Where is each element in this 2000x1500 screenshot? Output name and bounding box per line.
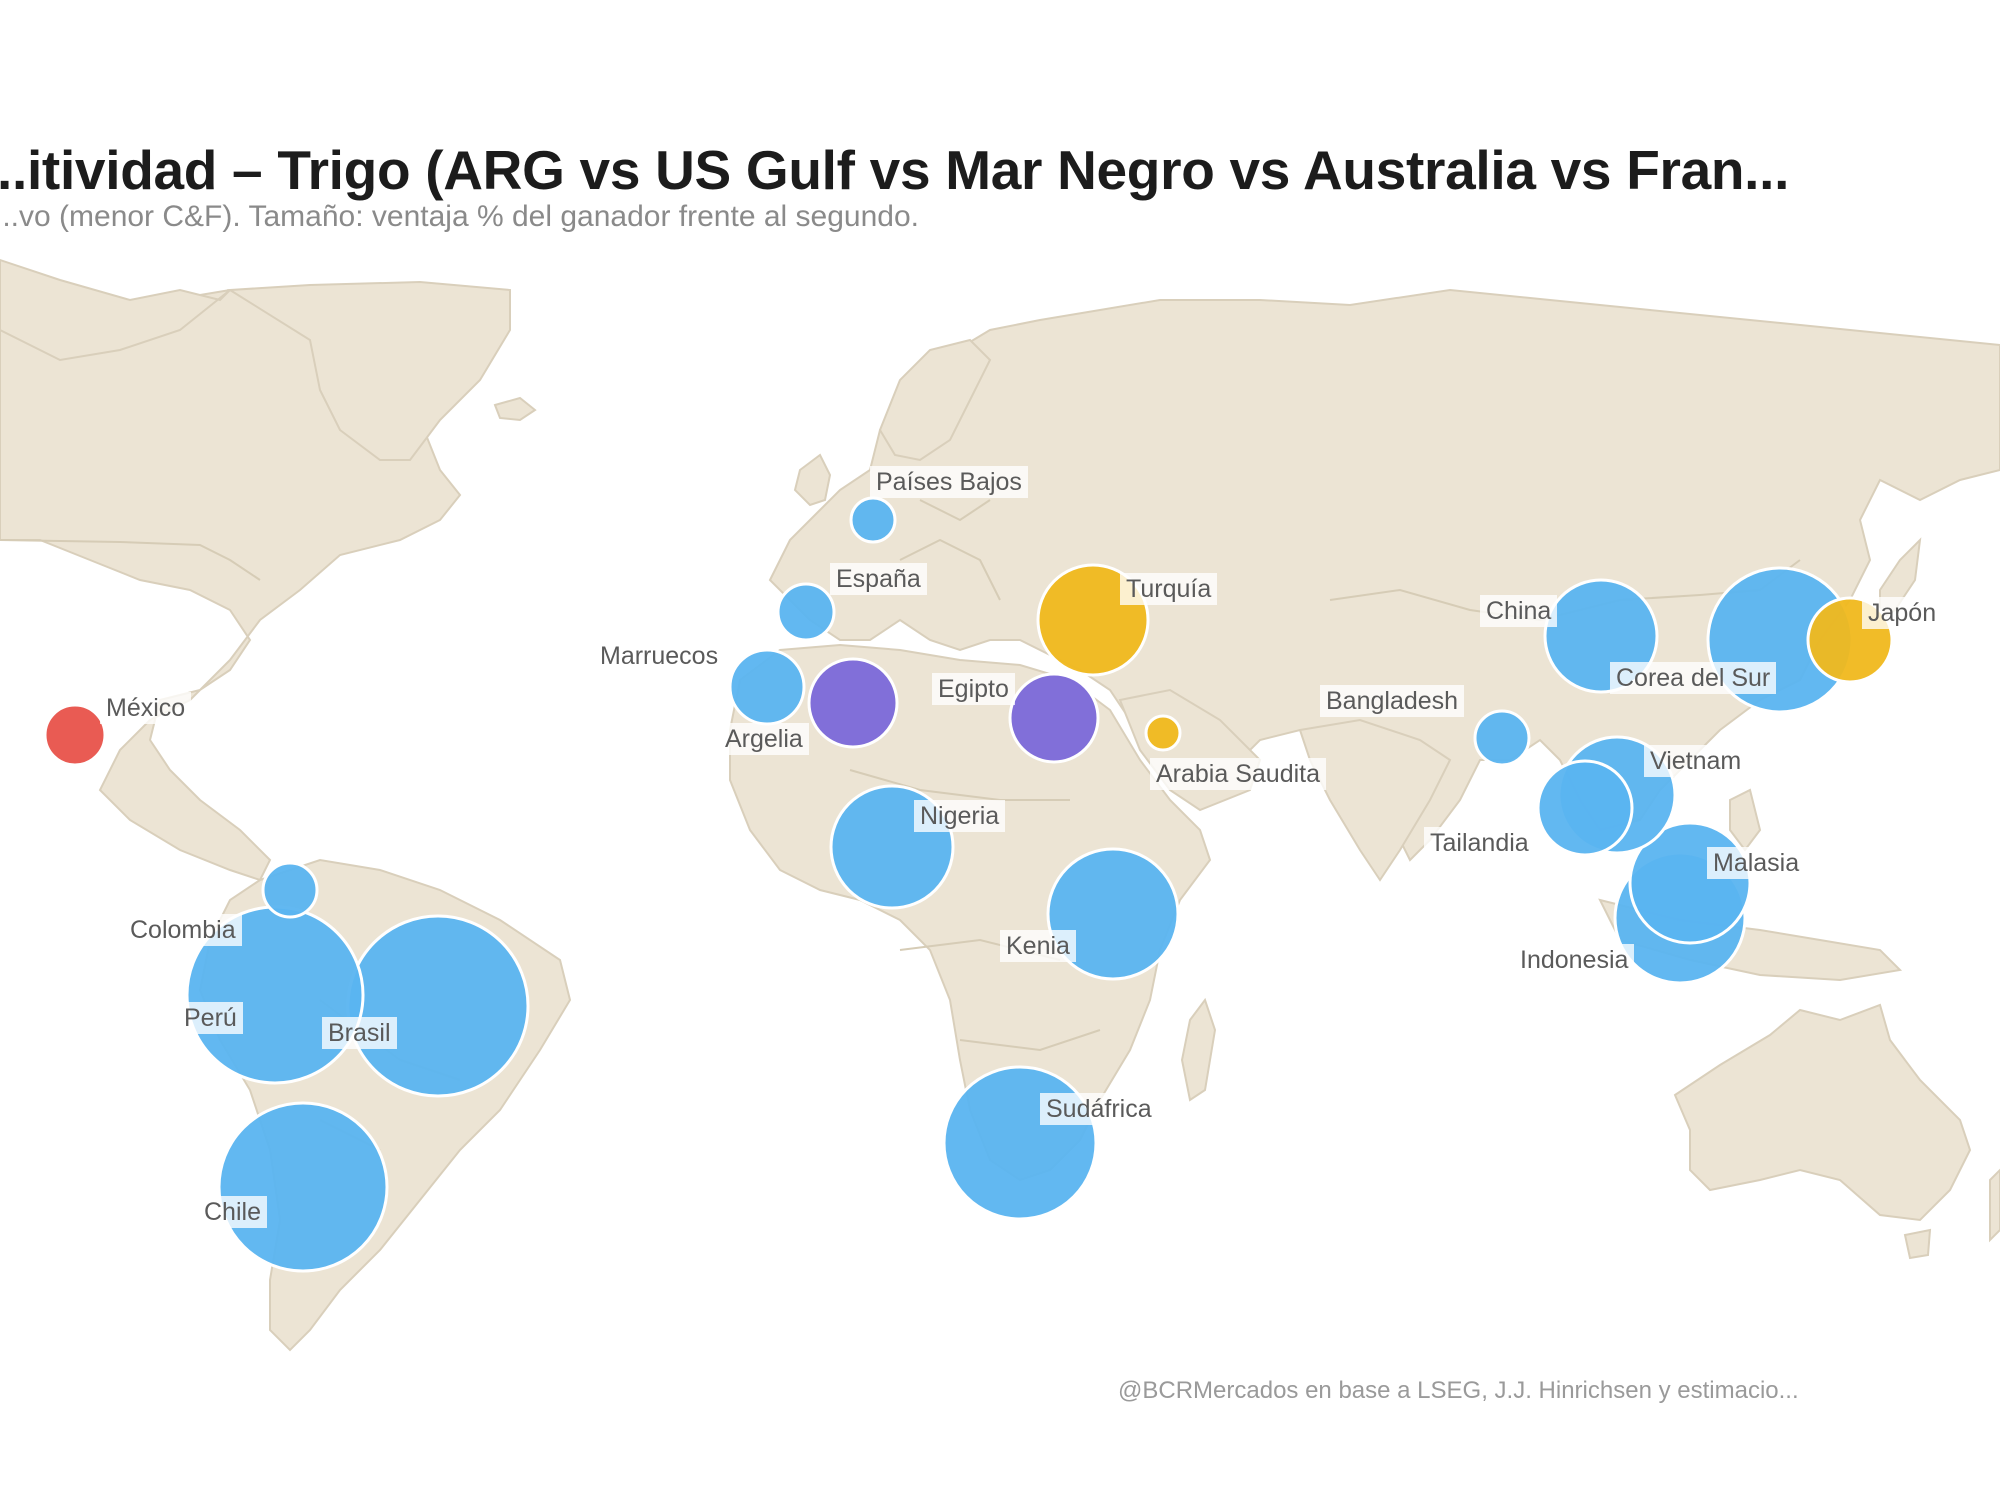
bubble-label: Tailandia [1424, 827, 1535, 859]
bubble-label: Argelia [719, 723, 809, 755]
bubble-label: Arabia Saudita [1150, 758, 1327, 790]
border-europe [899, 499, 1001, 601]
bubble-colombia[interactable] [261, 861, 319, 919]
landmass-scandinavia [878, 338, 992, 462]
bubble-label: Brasil [322, 1017, 397, 1049]
bubble-bangladesh[interactable] [1473, 709, 1531, 767]
bubble-label: Perú [178, 1002, 243, 1034]
bubble-label: Países Bajos [870, 466, 1028, 498]
bubble-label: Kenia [1000, 930, 1076, 962]
landmass-greenland [226, 280, 511, 461]
landmass-new-zealand [1989, 1168, 2000, 1243]
bubble-sudáfrica[interactable] [942, 1065, 1098, 1221]
chart-subtitle: ...vo (menor C&F). Tamaño: ventaja % del… [0, 200, 919, 233]
bubble-países-bajos[interactable] [849, 496, 897, 544]
bubble-tailandia[interactable] [1536, 759, 1634, 857]
bubble-label: México [100, 692, 192, 724]
bubble-chile[interactable] [217, 1101, 389, 1273]
landmass-madagascar [1180, 997, 1217, 1102]
bubble-label: España [830, 563, 927, 595]
bubble-label: Japón [1862, 597, 1943, 629]
landmass-british-isles [793, 453, 832, 507]
landmass-philippines [1729, 788, 1762, 852]
bubble-egipto[interactable] [1008, 672, 1100, 764]
bubble-label: Chile [198, 1196, 267, 1228]
bubble-label: Corea del Sur [1610, 662, 1777, 694]
bubble-méxico[interactable] [43, 703, 107, 767]
bubble-argelia[interactable] [807, 657, 899, 749]
bubble-label: Bangladesh [1320, 685, 1465, 717]
bubble-arabia-saudita[interactable] [1144, 714, 1182, 752]
bubble-label: Marruecos [594, 640, 725, 672]
source-note: @BCRMercados en base a LSEG, J.J. Hinric… [1118, 1377, 1799, 1404]
bubble-label: China [1480, 595, 1558, 627]
landmass-tasmania [1903, 1228, 1932, 1260]
border-us-canada [0, 539, 261, 581]
bubble-kenia[interactable] [1046, 847, 1180, 981]
bubble-españa[interactable] [776, 582, 836, 642]
bubble-label: Vietnam [1644, 745, 1748, 777]
bubble-label: Indonesia [1514, 944, 1635, 976]
landmass-australia [1673, 1003, 1972, 1222]
chart-title: ...itividad – Trigo (ARG vs US Gulf vs M… [0, 139, 1790, 201]
bubble-label: Colombia [124, 914, 242, 946]
landmass-canada-north [0, 258, 231, 362]
bubble-label: Egipto [932, 673, 1015, 705]
landmass-iceland [493, 396, 537, 422]
bubble-label: Malasia [1707, 847, 1806, 879]
bubble-label: Nigeria [914, 800, 1006, 832]
bubble-label: Sudáfrica [1040, 1093, 1158, 1125]
bubble-marruecos[interactable] [728, 648, 806, 726]
bubble-brasil[interactable] [346, 914, 530, 1098]
bubble-label: Turquía [1120, 573, 1218, 605]
